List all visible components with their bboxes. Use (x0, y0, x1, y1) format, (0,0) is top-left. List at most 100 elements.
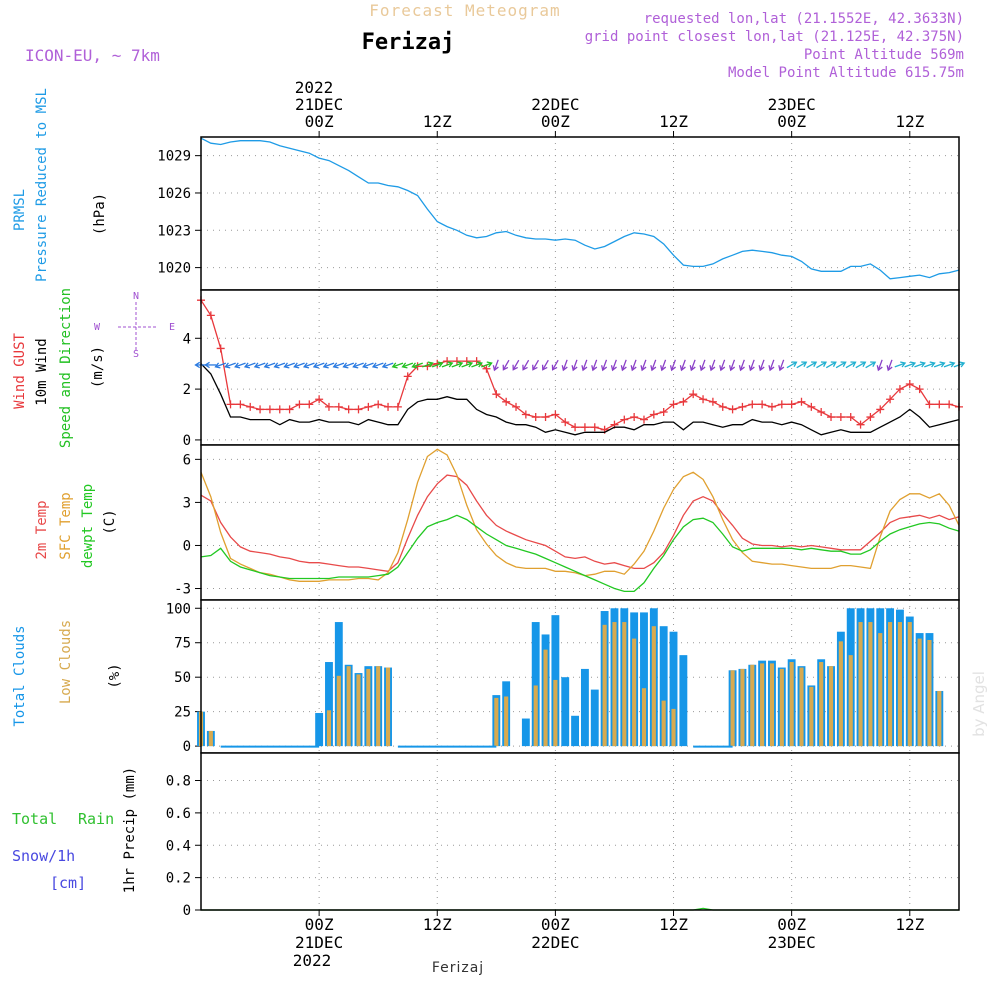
temperature-ytick-label-2: 3 (183, 495, 191, 511)
pressure-ylabels: PRMSL Pressure Reduced to MSL (hPa) (12, 88, 108, 282)
wind-gust-marker-8 (275, 405, 284, 414)
wind-arrow-76 (943, 361, 956, 368)
clouds-bar-1-18 (376, 666, 381, 747)
wind-gust-marker-59 (777, 400, 786, 409)
wind-gust-marker-2 (216, 344, 225, 353)
wind-arrow-35 (541, 359, 549, 371)
snow-unit-label: [cm] (50, 874, 86, 892)
wind-gust-marker-5 (246, 402, 255, 411)
wind-series-1 (200, 363, 960, 436)
wind-unit-label: (m/s) (90, 346, 106, 388)
wind-arrow-64 (825, 361, 837, 369)
wind-gust-marker-74 (925, 400, 934, 409)
precip-ytick-label-3: 0.6 (166, 806, 191, 822)
wind-arrow-69 (876, 359, 883, 372)
wind-arrow-10 (293, 362, 305, 369)
wind-gust-marker-3 (226, 400, 235, 409)
bottom-year-label: 2022 (293, 951, 332, 970)
wind-gust-marker-7 (265, 405, 274, 414)
wind-arrow-12 (312, 362, 325, 369)
wind-gust-marker-32 (512, 402, 521, 411)
panels: 1020 1023 1026 1029 0 2 4 -3 0 3 6 0 25 50 75 100 0 0.2 0.… (157, 136, 966, 919)
clouds-bar-0-33 (521, 718, 530, 747)
wind-arrow-43 (620, 359, 627, 372)
wind-arrow-60 (786, 361, 798, 369)
wind-gust-marker-1 (206, 311, 215, 320)
pressure-panel: 1020 1023 1026 1029 (157, 136, 960, 291)
clouds-bar-0-49 (679, 655, 688, 747)
wind-arrow-22 (411, 362, 423, 369)
wind-arrow-52 (709, 359, 716, 372)
wind-arrow-29 (481, 361, 493, 368)
wind-gust-marker-11 (305, 400, 314, 409)
wind-gust-marker-55 (738, 402, 747, 411)
cloud-unit-label: (%) (107, 663, 123, 688)
wind-ytick-label-2: 4 (183, 331, 191, 347)
bottom-hour-label-5: 12Z (895, 915, 924, 934)
top-hour-label-4: 00Z (777, 112, 806, 131)
wind-arrow-9 (283, 362, 295, 369)
wind-arrow-13 (322, 362, 335, 369)
clouds-bar-1-46 (651, 626, 656, 747)
wind-compass: N W E S (94, 291, 175, 360)
clouds-bar-1-19 (385, 667, 391, 747)
top-hour-label-0: 00Z (305, 112, 334, 131)
wind-gust-marker-16 (354, 405, 363, 414)
gust-label: Wind GUST (12, 333, 28, 409)
precip-panel: 0 0.2 0.4 0.6 0.8 (166, 752, 960, 919)
clouds-ytick-label-2: 50 (174, 670, 191, 686)
wind-arrow-31 (502, 359, 510, 371)
wind-arrow-8 (273, 362, 286, 369)
wind-gust-marker-43 (620, 415, 629, 424)
wind-gust-marker-67 (856, 420, 865, 429)
clouds-ytick-label-1: 25 (174, 705, 191, 721)
wind-arrow-49 (679, 359, 686, 372)
wind-gust-marker-6 (256, 405, 265, 414)
temperature-ylabels: 2m Temp SFC Temp dewpt Temp (C) (34, 484, 118, 568)
wind-gust-marker-38 (571, 423, 580, 432)
wind-arrow-20 (391, 362, 404, 369)
wind-gust-marker-61 (797, 397, 806, 406)
wind-arrow-62 (806, 361, 818, 369)
wind-gust-marker-40 (590, 423, 599, 432)
clouds-bar-1-69 (878, 633, 883, 747)
clouds-bar-1-44 (632, 638, 637, 747)
wind-gust-marker-10 (295, 400, 304, 409)
clouds-bar-0-47 (659, 626, 668, 747)
wind-arrow-41 (601, 359, 608, 372)
clouds-bar-1-13 (326, 710, 332, 747)
sfc-temp-label: SFC Temp (58, 492, 74, 559)
wind-arrow-67 (855, 361, 867, 369)
clouds-ytick-label-0: 0 (183, 739, 191, 755)
t2m-label: 2m Temp (34, 500, 50, 559)
clouds-bar-1-15 (346, 666, 351, 747)
wind-gust-marker-33 (521, 410, 530, 419)
clouds-bar-1-47 (661, 700, 666, 747)
wind-gust-marker-27 (462, 357, 471, 366)
bottom-hour-label-4: 00Z (777, 915, 806, 934)
wind-direction-label: Speed and Direction (58, 288, 74, 448)
clouds-bar-0-34 (531, 622, 540, 747)
pressure-ytick-label-1: 1023 (157, 223, 191, 239)
point-altitude: Point Altitude 569m (804, 47, 964, 63)
wind-arrow-17 (362, 362, 374, 369)
wind-gust-marker-71 (895, 385, 904, 394)
wind-arrow-51 (699, 359, 706, 372)
wind-arrow-59 (778, 359, 785, 372)
clouds-bar-1-66 (848, 655, 853, 747)
wind-arrow-2 (214, 362, 227, 369)
wind-arrow-32 (512, 359, 520, 371)
wind-arrow-56 (748, 359, 755, 372)
dewpt-label: dewpt Temp (80, 484, 96, 568)
pressure-ytick-label-2: 1026 (157, 186, 191, 202)
wind-arrow-72 (904, 361, 917, 368)
clouds-bar-0-12 (315, 713, 324, 747)
clouds-bar-0-40 (590, 689, 599, 747)
wind-gust-marker-49 (679, 397, 688, 406)
wind-gust-marker-56 (748, 400, 757, 409)
wind-gust-marker-14 (334, 402, 343, 411)
wind-arrow-34 (532, 359, 540, 371)
wind-arrow-39 (581, 359, 588, 372)
wind-arrow-33 (522, 359, 530, 371)
clouds-bar-0-13 (325, 662, 333, 747)
